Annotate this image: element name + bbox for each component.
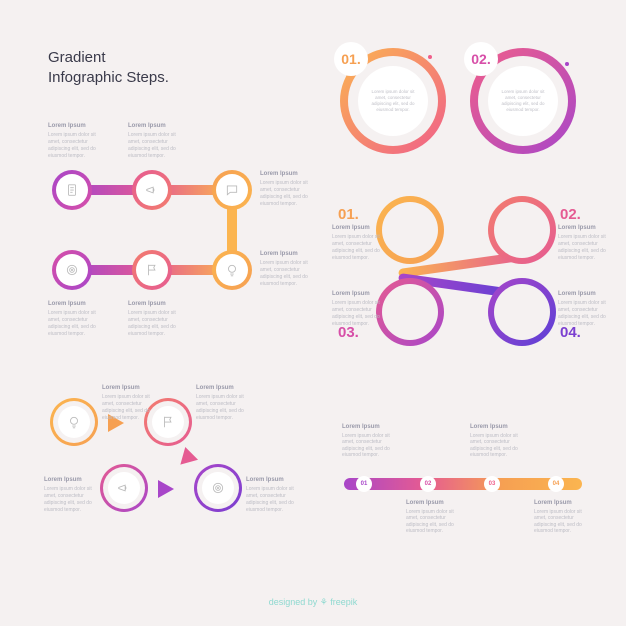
- timeline-text: Lorem IpsumLorem ipsum dolor sit amet, c…: [470, 424, 520, 459]
- accent-dot: [565, 62, 569, 66]
- text-body: Lorem ipsum dolor sit amet, consectetur …: [48, 132, 108, 160]
- text-block: Lorem Ipsum Lorem ipsum dolor sit amet, …: [260, 250, 320, 288]
- ring-number-badge: 01.: [334, 42, 368, 76]
- text-block: Lorem Ipsum Lorem ipsum dolor sit amet, …: [332, 224, 388, 262]
- text-title: Lorem Ipsum: [332, 290, 388, 298]
- text-title: Lorem Ipsum: [102, 384, 158, 392]
- text-body: Lorem ipsum dolor sit amet, consectetur …: [332, 234, 388, 262]
- path-node: [132, 250, 172, 290]
- text-body: Lorem ipsum dolor sit amet, consectetur …: [102, 394, 158, 422]
- text-title: Lorem Ipsum: [128, 300, 188, 308]
- text-title: Lorem Ipsum: [48, 300, 108, 308]
- ring-number: 01.: [338, 206, 359, 223]
- ring-number: 02.: [560, 206, 581, 223]
- timeline-dot: 01: [356, 476, 372, 492]
- text-title: Lorem Ipsum: [48, 122, 108, 130]
- text-title: Lorem Ipsum: [260, 170, 320, 178]
- timeline-dot: 04: [548, 476, 564, 492]
- text-block: Lorem Ipsum Lorem ipsum dolor sit amet, …: [128, 122, 188, 160]
- flow-arrow-icon: [174, 447, 198, 471]
- ring-content: Lorem ipsum dolor sit amet, consectetur …: [358, 66, 428, 136]
- timeline-text: Lorem IpsumLorem ipsum dolor sit amet, c…: [534, 500, 584, 535]
- text-block: Lorem Ipsum Lorem ipsum dolor sit amet, …: [48, 300, 108, 338]
- text-block: Lorem Ipsum Lorem ipsum dolor sit amet, …: [260, 170, 320, 208]
- text-title: Lorem Ipsum: [44, 476, 100, 484]
- timeline-text: Lorem IpsumLorem ipsum dolor sit amet, c…: [406, 500, 456, 535]
- accent-dot: [428, 55, 432, 59]
- title-line-1: Gradient: [48, 49, 106, 66]
- mid-ring: [488, 196, 556, 264]
- path-node: [52, 170, 92, 210]
- text-body: Lorem ipsum dolor sit amet, consectetur …: [246, 486, 302, 514]
- text-title: Lorem Ipsum: [260, 250, 320, 258]
- path-node: [132, 170, 172, 210]
- text-block: Lorem Ipsum Lorem ipsum dolor sit amet, …: [196, 384, 252, 422]
- text-body: Lorem ipsum dolor sit amet, consectetur …: [260, 180, 320, 208]
- timeline-text: Lorem IpsumLorem ipsum dolor sit amet, c…: [342, 424, 392, 459]
- timeline-dot: 02: [420, 476, 436, 492]
- text-body: Lorem ipsum dolor sit amet, consectetur …: [558, 300, 614, 328]
- text-block: Lorem Ipsum Lorem ipsum dolor sit amet, …: [246, 476, 302, 514]
- text-body: Lorem ipsum dolor sit amet, consectetur …: [44, 486, 100, 514]
- flow-arrow-icon: [158, 480, 174, 498]
- mid-ring: [488, 278, 556, 346]
- footer-credit: designed by ⚘ freepik: [0, 597, 626, 608]
- page-title: Gradient Infographic Steps.: [48, 48, 169, 87]
- text-body: Lorem ipsum dolor sit amet, consectetur …: [558, 234, 614, 262]
- flow-node: [100, 464, 148, 512]
- text-body: Lorem ipsum dolor sit amet, consectetur …: [196, 394, 252, 422]
- flow-node: [194, 464, 242, 512]
- text-title: Lorem Ipsum: [558, 290, 614, 298]
- timeline-dot: 03: [484, 476, 500, 492]
- text-title: Lorem Ipsum: [332, 224, 388, 232]
- text-body: Lorem ipsum dolor sit amet, consectetur …: [260, 260, 320, 288]
- text-block: Lorem Ipsum Lorem ipsum dolor sit amet, …: [558, 290, 614, 328]
- path-node: [52, 250, 92, 290]
- text-block: Lorem Ipsum Lorem ipsum dolor sit amet, …: [332, 290, 388, 328]
- text-block: Lorem Ipsum Lorem ipsum dolor sit amet, …: [44, 476, 100, 514]
- timeline-bar: [344, 478, 582, 490]
- text-title: Lorem Ipsum: [558, 224, 614, 232]
- text-block: Lorem Ipsum Lorem ipsum dolor sit amet, …: [48, 122, 108, 160]
- flow-node: [50, 398, 98, 446]
- text-body: Lorem ipsum dolor sit amet, consectetur …: [128, 310, 188, 338]
- text-title: Lorem Ipsum: [246, 476, 302, 484]
- text-title: Lorem Ipsum: [128, 122, 188, 130]
- ring-number-badge: 02.: [464, 42, 498, 76]
- ring-content: Lorem ipsum dolor sit amet, consectetur …: [488, 66, 558, 136]
- title-line-2: Infographic Steps.: [48, 69, 169, 86]
- path-node: [212, 250, 252, 290]
- text-block: Lorem Ipsum Lorem ipsum dolor sit amet, …: [558, 224, 614, 262]
- text-body: Lorem ipsum dolor sit amet, consectetur …: [332, 300, 388, 328]
- text-title: Lorem Ipsum: [196, 384, 252, 392]
- path-node: [212, 170, 252, 210]
- text-body: Lorem ipsum dolor sit amet, consectetur …: [48, 310, 108, 338]
- text-block: Lorem Ipsum Lorem ipsum dolor sit amet, …: [128, 300, 188, 338]
- text-block: Lorem Ipsum Lorem ipsum dolor sit amet, …: [102, 384, 158, 422]
- text-body: Lorem ipsum dolor sit amet, consectetur …: [128, 132, 188, 160]
